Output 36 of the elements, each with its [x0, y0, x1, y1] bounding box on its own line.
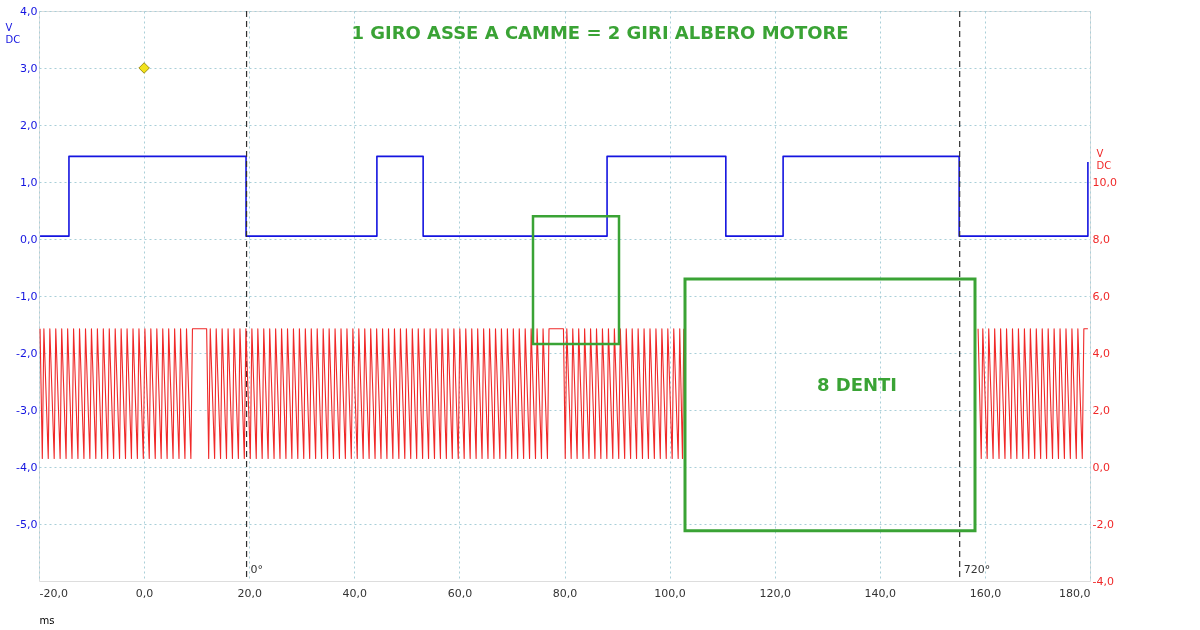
x-tick-label: 140,0 [864, 586, 897, 600]
y2-tick-label: 0,0 [1092, 460, 1110, 474]
annotation: 720° [963, 562, 991, 576]
x-axis-title: ms [39, 614, 55, 626]
y-tick-label: 2,0 [20, 118, 38, 132]
x-tick-label: 180,0 [1059, 586, 1091, 600]
x-tick-label: 0,0 [135, 586, 154, 600]
y2-tick-label: -2,0 [1092, 517, 1114, 531]
annotation: 0° [250, 562, 264, 576]
x-tick-label: 120,0 [759, 586, 791, 600]
y2-tick-label: 4,0 [1092, 346, 1110, 360]
y2-axis-title: V DC [1096, 147, 1112, 171]
y-tick-label: 3,0 [20, 61, 38, 75]
y-tick-label: -5,0 [16, 517, 38, 531]
y2-tick-label: 6,0 [1092, 289, 1110, 303]
y-tick-label: -3,0 [16, 403, 38, 417]
y-tick-label: 1,0 [20, 175, 38, 189]
y-tick-label: -2,0 [16, 346, 38, 360]
x-tick-label: 60,0 [447, 586, 473, 600]
x-tick-label: 100,0 [654, 586, 686, 600]
x-tick-label: -20,0 [39, 586, 68, 600]
x-tick-label: 160,0 [969, 586, 1002, 600]
y-axis-title: V DC [5, 22, 21, 46]
y-tick-label: 0,0 [20, 232, 38, 246]
x-tick-label: 20,0 [237, 586, 262, 600]
y2-tick-label: -4,0 [1092, 574, 1114, 588]
y-tick-label: -4,0 [16, 460, 38, 474]
y-tick-label: -1,0 [16, 289, 38, 303]
y2-tick-label: 10,0 [1092, 175, 1117, 189]
annotation: 8 DENTI [816, 373, 898, 395]
y-tick-label: 4,0 [20, 4, 38, 18]
x-tick-label: 80,0 [552, 586, 578, 600]
y2-tick-label: 8,0 [1092, 232, 1110, 246]
text: 1 GIRO ASSE A CAMME = 2 GIRI ALBERO MOTORE [351, 22, 849, 44]
y2-tick-label: 2,0 [1092, 403, 1110, 417]
x-tick-label: 40,0 [342, 586, 368, 600]
